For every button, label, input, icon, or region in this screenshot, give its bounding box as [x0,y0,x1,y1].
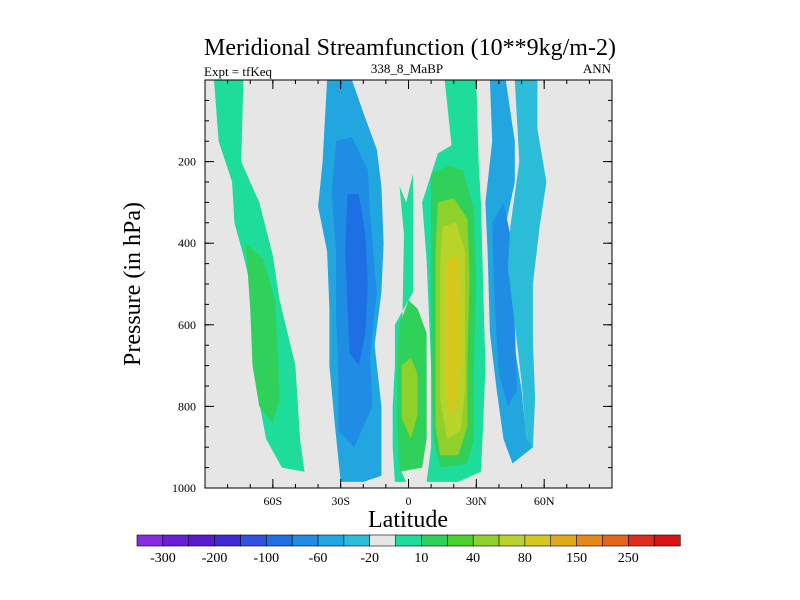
subtitle-center: 338_8_MaBP [371,61,443,76]
contour-region-4 [345,194,368,366]
colorbar-swatch [472,534,500,547]
chart-title: Meridional Streamfunction (10**9kg/m-2) [204,35,616,61]
x-tick-label: 30S [331,494,350,508]
colorbar-swatch [265,534,293,547]
colorbar-swatch [214,534,242,547]
colorbar-swatch [136,534,164,547]
colorbar-label: 150 [566,551,587,566]
contour-layer [214,80,547,482]
y-tick-label: 800 [178,399,196,413]
colorbar-label: 10 [414,551,428,566]
subtitle-left: Expt = tfKeq [204,64,272,79]
colorbar-swatch [162,534,190,547]
colorbar-label: 40 [466,551,480,566]
colorbar-label: 80 [518,551,532,566]
contour-region-12 [485,80,533,464]
contour-region-11 [444,255,461,415]
colorbar-swatch [524,534,552,547]
colorbar-swatch [627,534,655,547]
colorbar-label: -200 [202,551,228,566]
colorbar-label: -60 [309,551,328,566]
y-axis-label: Pressure (in hPa) [120,202,146,366]
y-tick-label: 200 [178,155,196,169]
colorbar-swatch [576,534,604,547]
y-tick-label: 1000 [172,481,196,495]
colorbar-swatch [498,534,526,547]
colorbar-swatch [446,534,474,547]
x-tick-label: 0 [406,494,412,508]
tick-layer: 60S 30S 0 30N 60N 200 400 600 800 1000 [172,80,613,508]
colorbar: -300 -200 -100 -60 -20 10 40 80 150 250 [136,534,681,566]
colorbar-swatch [188,534,216,547]
colorbar-swatch [343,534,371,547]
colorbar-swatch [602,534,629,547]
colorbar-swatch [240,534,267,547]
colorbar-swatch [653,534,681,547]
colorbar-swatch [369,534,397,547]
contour-region-1 [245,243,280,423]
contour-region-8 [401,357,418,439]
colorbar-swatch [395,534,423,547]
colorbar-swatch [550,534,578,547]
colorbar-label: 250 [618,551,639,566]
colorbar-label: -300 [150,551,176,566]
subtitle-right: ANN [583,61,612,76]
colorbar-label: -100 [253,551,279,566]
contour-region-14 [508,80,547,448]
x-axis-label: Latitude [368,507,448,533]
colorbar-label: -20 [360,551,379,566]
colorbar-swatch [317,534,345,547]
x-tick-label: 60S [263,494,282,508]
y-tick-label: 600 [178,318,196,332]
colorbar-swatch [291,534,319,547]
x-tick-label: 30N [466,494,487,508]
y-tick-label: 400 [178,236,196,250]
colorbar-swatch [421,534,448,547]
x-tick-label: 60N [534,494,555,508]
